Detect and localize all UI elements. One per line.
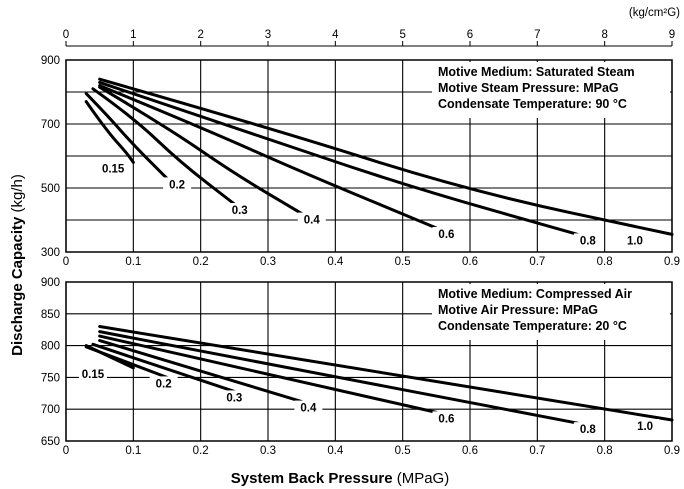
series-label-bg: [149, 376, 178, 391]
x-tick-label: 0.4: [327, 256, 344, 268]
steam-chart-panel: 0 0.1 0.2 0.3 0.4 0.5 0.6 0.7 0.8 0.9300500700900…: [41, 7, 680, 268]
series-label-bg: [225, 203, 254, 217]
series-label-bg: [573, 422, 602, 437]
top-axis-tick-label: 6: [467, 29, 473, 41]
top-axis-tick-label: 5: [399, 29, 405, 41]
series-label: 0.2: [169, 179, 185, 191]
top-axis-tick-label: 9: [669, 29, 675, 41]
top-axis-tick-label: 3: [265, 29, 271, 41]
series-curve-0.6: [98, 84, 438, 230]
annotation-line: Motive Steam Pressure: MPaG: [438, 81, 619, 95]
series-curve-0.3: [91, 342, 236, 393]
series-label: 0.8: [580, 424, 597, 436]
series-label-bg: [220, 390, 249, 405]
series-label-bg: [432, 411, 461, 426]
x-tick-label: 0: [63, 256, 69, 268]
annotation-line: Condensate Temperature: 90 °C: [438, 97, 627, 111]
y-tick-label: 800: [41, 341, 60, 353]
x-tick-label: 0.7: [529, 445, 545, 457]
x-tick-label: 0.8: [597, 445, 613, 457]
x-tick-label: 0.1: [125, 256, 141, 268]
y-tick-label: 700: [41, 119, 60, 131]
top-axis-tick-label: 2: [197, 29, 203, 41]
y-tick-label: 700: [41, 404, 60, 416]
x-tick-label: 0.4: [327, 445, 344, 457]
plot-frame: [65, 59, 673, 253]
series-label-bg: [631, 419, 660, 434]
x-tick-label: 0: [63, 445, 69, 457]
y-tick-label: 900: [41, 277, 60, 289]
series-label: 1.0: [627, 235, 643, 247]
series-label-bg: [78, 366, 107, 381]
series-label: 0.3: [226, 392, 242, 404]
x-tick-label: 0.6: [462, 445, 478, 457]
series-curve-0.15: [84, 100, 135, 164]
annotation-line: Condensate Temperature: 20 °C: [438, 319, 627, 333]
annotation-box: [432, 62, 670, 118]
y-axis-title: Discharge Capacity (kg/h): [9, 174, 26, 356]
top-axis-tick-label: 8: [601, 29, 607, 41]
series-curve-0.2: [84, 345, 169, 379]
y-tick-label: 300: [41, 247, 60, 259]
top-axis-tick-label: 7: [534, 29, 540, 41]
series-curve-0.4: [98, 85, 304, 216]
series-label-bg: [620, 233, 649, 248]
top-axis-tick-label: 0: [63, 29, 69, 41]
top-axis-tick-label: 1: [130, 29, 136, 41]
series-label: 0.6: [438, 229, 454, 241]
series-label: 0.4: [300, 403, 317, 415]
x-tick-label: 0.5: [395, 445, 411, 457]
air-chart-panel: 0 0.1 0.2 0.3 0.4 0.5 0.6 0.7 0.8 0.9 650 700 750 800…: [41, 277, 680, 457]
x-tick-label: 0.5: [395, 256, 411, 268]
top-axis-tick-label: 4: [332, 29, 339, 41]
x-tick-label: 0.2: [193, 256, 209, 268]
x-tick-label: 0.9: [664, 445, 680, 457]
series-curve-0.2: [84, 92, 169, 180]
series-curve-0.6: [98, 334, 438, 414]
x-tick-label: 0.6: [462, 256, 478, 268]
series-label: 0.8: [580, 235, 597, 247]
y-tick-label: 750: [41, 372, 60, 384]
series-label: 0.3: [232, 205, 248, 217]
x-axis-title: System Back Pressure (MPaG): [231, 470, 449, 487]
series-curve-0.8: [98, 80, 580, 236]
series-label-bg: [294, 400, 323, 415]
x-tick-label: 0.7: [529, 256, 545, 268]
series-label: 0.6: [438, 413, 454, 425]
series-curve-1.0: [98, 325, 674, 422]
annotation-box: [432, 284, 670, 340]
series-label: 0.4: [304, 215, 321, 227]
x-tick-label: 0.3: [260, 256, 276, 268]
x-tick-label: 0.1: [125, 445, 141, 457]
x-tick-label: 0.8: [597, 256, 613, 268]
series-label: 0.15: [82, 369, 105, 381]
series-label: 0.15: [102, 163, 125, 175]
plot-frame: [65, 281, 673, 442]
y-tick-label: 850: [41, 309, 60, 321]
top-axis-unit: (kg/cm²G): [629, 7, 680, 19]
annotation-line: Motive Medium: Compressed Air: [438, 287, 632, 301]
series-curve-0.8: [98, 330, 580, 425]
annotation-line: Motive Medium: Saturated Steam: [438, 65, 635, 79]
y-tick-label: 650: [41, 436, 60, 448]
series-curve-0.4: [98, 339, 304, 404]
series-label-bg: [432, 227, 461, 241]
series-label: 1.0: [637, 421, 653, 433]
series-label-bg: [573, 233, 602, 248]
series-curve-1.0: [98, 77, 674, 236]
series-label: 0.2: [156, 378, 172, 390]
y-tick-label: 900: [41, 55, 60, 67]
series-label-bg: [297, 212, 326, 227]
series-curve-0.3: [91, 87, 236, 206]
series-label-bg: [163, 177, 192, 192]
x-tick-label: 0.9: [664, 256, 680, 268]
annotation-line: Motive Air Pressure: MPaG: [438, 303, 598, 317]
x-tick-label: 0.3: [260, 445, 276, 457]
series-label-bg: [99, 161, 128, 176]
x-tick-label: 0.2: [193, 445, 209, 457]
y-tick-label: 500: [41, 183, 60, 195]
